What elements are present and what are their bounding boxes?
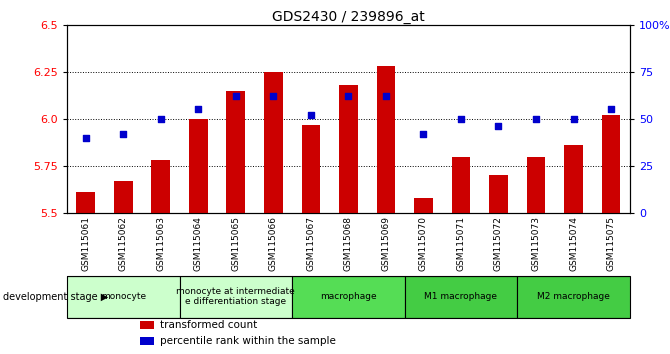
Text: GSM115068: GSM115068 [344,216,353,271]
Point [193,107,204,112]
Bar [264,72,283,213]
Bar [292,276,405,318]
Text: GSM115065: GSM115065 [231,216,241,271]
Bar [517,276,630,318]
Bar [452,156,470,213]
Bar [602,115,620,213]
Bar [76,192,95,213]
Point [456,116,466,122]
Title: GDS2430 / 239896_at: GDS2430 / 239896_at [272,10,425,24]
Point [306,112,316,118]
Bar [151,160,170,213]
Text: GSM115063: GSM115063 [156,216,165,271]
Bar [564,145,583,213]
Point [268,93,279,99]
Text: GSM115075: GSM115075 [606,216,616,271]
Bar [67,276,180,318]
Bar [489,175,508,213]
Text: GSM115067: GSM115067 [306,216,316,271]
Point [230,93,241,99]
Text: GSM115069: GSM115069 [381,216,391,271]
Bar [114,181,133,213]
Bar [405,276,517,318]
Point [493,124,504,129]
Bar [140,337,154,346]
Point [418,131,429,137]
Text: M2 macrophage: M2 macrophage [537,292,610,301]
Text: GSM115064: GSM115064 [194,216,203,271]
Text: GSM115072: GSM115072 [494,216,503,271]
Bar [377,66,395,213]
Bar [226,91,245,213]
Text: percentile rank within the sample: percentile rank within the sample [160,336,336,346]
Point [568,116,579,122]
Text: GSM115066: GSM115066 [269,216,278,271]
Text: GSM115073: GSM115073 [531,216,541,271]
Point [80,135,91,141]
Point [155,116,166,122]
Text: monocyte: monocyte [100,292,146,301]
Text: development stage ▶: development stage ▶ [3,292,109,302]
Point [343,93,354,99]
Point [381,93,391,99]
Text: M1 macrophage: M1 macrophage [425,292,497,301]
Text: GSM115074: GSM115074 [569,216,578,271]
Bar [527,156,545,213]
Bar [189,119,208,213]
Point [606,107,616,112]
Bar [302,125,320,213]
Bar [140,321,154,329]
Text: GSM115061: GSM115061 [81,216,90,271]
Text: GSM115071: GSM115071 [456,216,466,271]
Text: transformed count: transformed count [160,320,257,330]
Text: GSM115062: GSM115062 [119,216,128,271]
Bar [339,85,358,213]
Point [531,116,541,122]
Point [118,131,129,137]
Bar [180,276,292,318]
Text: monocyte at intermediate
e differentiation stage: monocyte at intermediate e differentiati… [176,287,295,307]
Text: macrophage: macrophage [320,292,377,301]
Text: GSM115070: GSM115070 [419,216,428,271]
Bar [414,198,433,213]
